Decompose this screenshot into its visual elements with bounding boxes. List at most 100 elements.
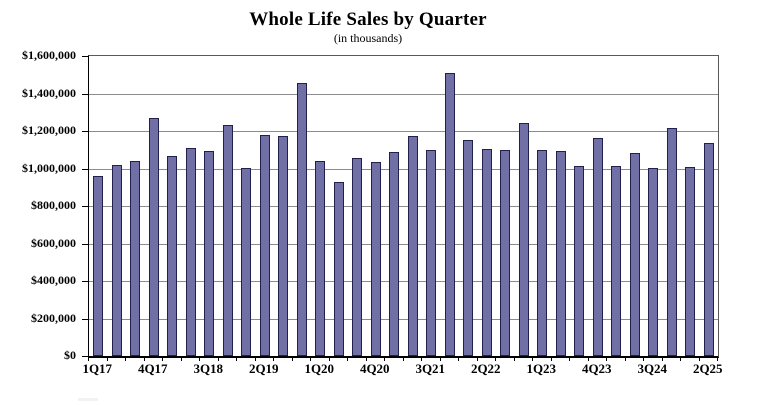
bar-3Q21 — [426, 150, 437, 356]
x-tick-label: 2Q19 — [248, 361, 279, 376]
gridline — [89, 206, 718, 207]
y-tick-label: $600,000 — [31, 235, 76, 250]
x-tick-label: 4Q20 — [359, 361, 390, 376]
x-axis-tick — [625, 357, 626, 361]
bar-1Q19 — [241, 168, 252, 356]
x-tick-label: 2Q22 — [470, 361, 501, 376]
bar-3Q18 — [204, 151, 215, 356]
bar-1Q18 — [167, 156, 178, 356]
x-axis-tick — [88, 357, 89, 361]
x-axis-tick — [551, 357, 552, 361]
y-axis-tick — [82, 281, 89, 282]
x-tick-label: 3Q24 — [637, 361, 668, 376]
bar-1Q20 — [315, 161, 326, 356]
x-tick-label: 1Q23 — [526, 361, 557, 376]
y-tick-label: $800,000 — [31, 198, 76, 212]
bar-4Q22 — [518, 123, 529, 356]
bar-4Q19 — [296, 83, 307, 356]
y-axis-tick — [82, 93, 89, 95]
x-tick-label: 3Q21 — [415, 361, 446, 376]
x-axis-tick — [421, 357, 422, 361]
y-axis-tick — [82, 168, 89, 170]
x-axis-tick — [403, 357, 404, 361]
bar-2Q17 — [111, 165, 122, 356]
x-axis-tick — [477, 357, 478, 361]
x-axis-tick — [606, 357, 607, 361]
x-axis-tick — [125, 357, 126, 361]
bar-3Q24 — [648, 168, 659, 356]
x-axis-tick — [218, 357, 219, 361]
bar-4Q20 — [370, 162, 381, 356]
bar-2Q18 — [185, 148, 196, 356]
x-axis-tick — [532, 357, 533, 361]
gridline — [89, 168, 718, 170]
bar-2Q22 — [481, 149, 492, 356]
x-axis-tick — [514, 357, 515, 361]
x-axis-tick — [292, 357, 293, 361]
x-axis-tick — [680, 357, 681, 361]
y-tick-label: $1,400,000 — [22, 85, 76, 100]
bar-1Q17 — [93, 176, 104, 356]
bar-4Q17 — [148, 118, 159, 356]
y-axis-tick — [82, 356, 89, 357]
y-tick-label: $400,000 — [31, 273, 76, 287]
x-axis-tick — [329, 357, 330, 361]
x-axis-tick — [310, 357, 311, 361]
bar-2Q19 — [259, 135, 270, 356]
x-tick-label: 2Q25 — [692, 361, 723, 376]
bar-1Q24 — [611, 166, 622, 356]
gridline — [89, 243, 718, 245]
bar-4Q18 — [222, 125, 233, 356]
x-axis-tick — [107, 357, 108, 361]
y-axis-tick — [82, 131, 89, 132]
bar-1Q23 — [537, 150, 548, 356]
bar-3Q17 — [130, 161, 141, 356]
bar-3Q20 — [352, 158, 363, 356]
x-axis-tick — [440, 357, 441, 361]
x-tick-label: 1Q20 — [304, 361, 335, 376]
gridline — [89, 93, 718, 95]
cropped-text-artifact — [78, 398, 98, 401]
x-axis-tick — [144, 357, 145, 361]
gridline — [89, 131, 718, 132]
y-tick-label: $1,600,000 — [22, 48, 76, 62]
x-axis-tick — [699, 357, 700, 361]
y-tick-label: $1,200,000 — [22, 123, 76, 137]
x-tick-label: 4Q23 — [581, 361, 612, 376]
x-axis-tick — [384, 357, 385, 361]
bar-4Q23 — [592, 138, 603, 356]
x-axis-tick — [273, 357, 274, 361]
x-axis-tick — [588, 357, 589, 361]
y-tick-label: $0 — [64, 348, 76, 362]
chart-title: Whole Life Sales by Quarter — [249, 9, 487, 30]
x-axis-tick — [662, 357, 663, 361]
x-tick-label: 4Q17 — [137, 361, 168, 376]
gridline — [89, 318, 718, 320]
bar-3Q22 — [500, 150, 511, 356]
bar-2Q21 — [407, 136, 418, 356]
bar-3Q19 — [278, 136, 289, 356]
gridline — [89, 281, 718, 282]
x-tick-label: 3Q18 — [193, 361, 224, 376]
y-axis-tick — [82, 243, 89, 245]
x-axis-tick — [255, 357, 256, 361]
x-axis-tick — [181, 357, 182, 361]
x-axis-tick — [643, 357, 644, 361]
y-axis-tick — [82, 56, 89, 57]
x-axis-tick — [495, 357, 496, 361]
bar-1Q22 — [463, 140, 474, 356]
bar-2Q23 — [555, 151, 566, 356]
bar-2Q20 — [333, 182, 344, 356]
x-axis-tick — [199, 357, 200, 361]
bar-2Q25 — [703, 143, 714, 356]
bar-2Q24 — [629, 153, 640, 356]
y-axis-tick — [82, 206, 89, 207]
x-axis-tick — [162, 357, 163, 361]
x-axis-tick — [236, 357, 237, 361]
x-axis-tick — [366, 357, 367, 361]
y-tick-label: $200,000 — [31, 310, 76, 325]
x-tick-label: 1Q17 — [82, 361, 113, 376]
y-axis-tick — [82, 318, 89, 320]
chart-subtitle: (in thousands) — [333, 31, 403, 45]
